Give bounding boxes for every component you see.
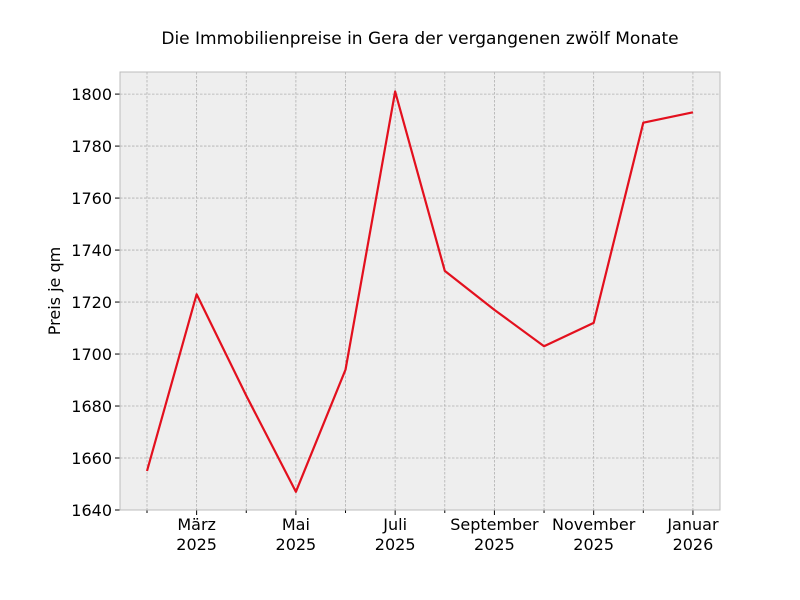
- grid-lines: [120, 72, 720, 511]
- y-tick-label: 1740: [71, 241, 112, 260]
- x-tick-label: Januar 2026: [666, 515, 719, 554]
- x-tick-label: November 2025: [552, 515, 636, 554]
- chart-title: Die Immobilienpreise in Gera der vergang…: [161, 29, 678, 49]
- series-group: [145, 90, 694, 493]
- plot-area: [120, 72, 720, 510]
- series-line: [145, 90, 694, 493]
- y-tick-label: 1660: [71, 449, 112, 468]
- y-tick-label: 1680: [71, 397, 112, 416]
- y-tick-label: 1780: [71, 137, 112, 156]
- axis-ticks: 1640 1660 1680 1700 1720 1740 1760 1780 1800 März…: [71, 85, 719, 554]
- x-tick-label: März 2025: [176, 515, 217, 554]
- x-tick-label: Mai 2025: [276, 515, 317, 554]
- y-tick-label: 1760: [71, 189, 112, 208]
- x-tick-label: Juli 2025: [375, 515, 416, 554]
- y-tick-label: 1720: [71, 293, 112, 312]
- y-tick-label: 1640: [71, 501, 112, 520]
- plot-frame: [119, 71, 721, 511]
- y-tick-label: 1800: [71, 85, 112, 104]
- y-tick-label: 1700: [71, 345, 112, 364]
- y-axis-label: Preis je qm: [45, 247, 64, 335]
- x-tick-label: September 2025: [450, 515, 539, 554]
